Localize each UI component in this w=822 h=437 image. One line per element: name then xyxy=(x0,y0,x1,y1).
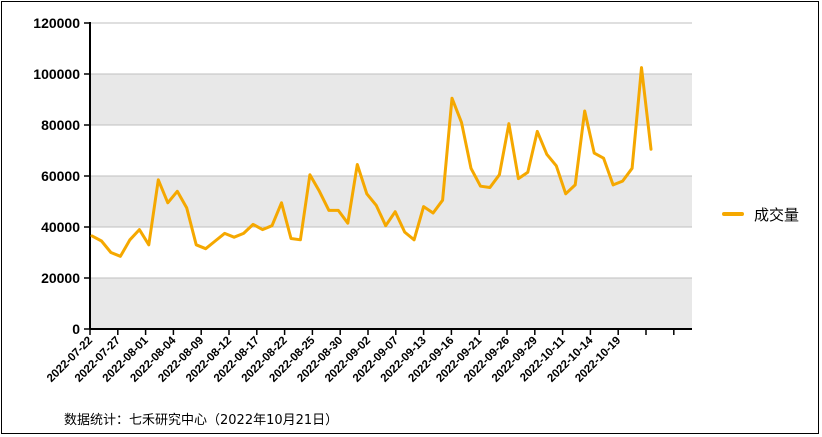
data-point xyxy=(100,239,103,243)
data-point xyxy=(251,223,255,226)
series-line-成交量 xyxy=(90,66,653,258)
data-point xyxy=(602,156,605,160)
data-point xyxy=(138,228,141,231)
source-note: 数据统计：七禾研究中心（2022年10月21日） xyxy=(64,413,339,428)
data-point xyxy=(185,206,188,210)
data-point xyxy=(261,228,264,231)
data-point xyxy=(526,170,530,174)
data-point xyxy=(223,232,226,235)
data-point xyxy=(412,238,416,241)
data-point xyxy=(365,192,368,196)
data-point xyxy=(564,192,567,196)
data-point xyxy=(375,204,378,207)
y-tick-label: 60000 xyxy=(41,168,80,184)
data-point xyxy=(232,236,236,239)
data-point xyxy=(308,173,312,176)
data-point xyxy=(147,243,151,247)
data-point xyxy=(204,247,207,250)
data-point xyxy=(166,201,169,204)
data-point xyxy=(583,109,586,113)
data-point xyxy=(128,238,132,241)
data-point xyxy=(337,209,340,212)
y-tick-label: 40000 xyxy=(41,219,80,235)
data-point xyxy=(422,205,425,208)
data-point xyxy=(555,164,558,167)
data-point xyxy=(356,163,359,166)
data-point xyxy=(592,151,596,155)
data-point xyxy=(431,211,435,215)
data-point xyxy=(469,167,473,170)
data-point xyxy=(479,185,482,188)
data-point xyxy=(289,237,293,240)
data-point xyxy=(327,209,331,212)
data-point xyxy=(242,232,245,235)
data-point xyxy=(109,251,113,254)
data-point xyxy=(649,148,653,151)
data-point xyxy=(498,173,501,176)
data-point xyxy=(119,255,122,258)
data-point xyxy=(507,122,511,125)
grid-band xyxy=(90,74,692,125)
data-point xyxy=(488,186,492,189)
y-tick-label: 100000 xyxy=(33,66,80,82)
data-point xyxy=(195,243,198,247)
data-point xyxy=(441,199,444,202)
data-point xyxy=(403,230,406,234)
data-point xyxy=(640,66,643,69)
data-point xyxy=(621,179,624,183)
data-point xyxy=(384,224,387,227)
data-point xyxy=(630,167,634,170)
data-point xyxy=(450,97,454,100)
data-point xyxy=(176,190,179,193)
data-point xyxy=(536,130,539,133)
data-point xyxy=(611,183,615,187)
data-point xyxy=(157,178,160,182)
y-tick-label: 120000 xyxy=(33,15,80,31)
data-point xyxy=(299,238,302,241)
data-point xyxy=(318,190,321,193)
y-tick-label: 80000 xyxy=(41,117,80,133)
grid-band xyxy=(90,278,692,329)
data-point xyxy=(393,210,397,213)
y-tick-label: 20000 xyxy=(41,270,80,286)
data-point xyxy=(280,201,283,204)
data-point xyxy=(346,221,350,225)
data-point xyxy=(270,224,274,227)
data-point xyxy=(517,177,520,180)
legend-label: 成交量 xyxy=(754,206,799,224)
data-point xyxy=(460,121,463,124)
data-point xyxy=(90,234,94,238)
data-point xyxy=(545,153,548,156)
data-point xyxy=(213,239,217,243)
y-tick-label: 0 xyxy=(72,321,80,337)
data-point xyxy=(574,183,577,187)
